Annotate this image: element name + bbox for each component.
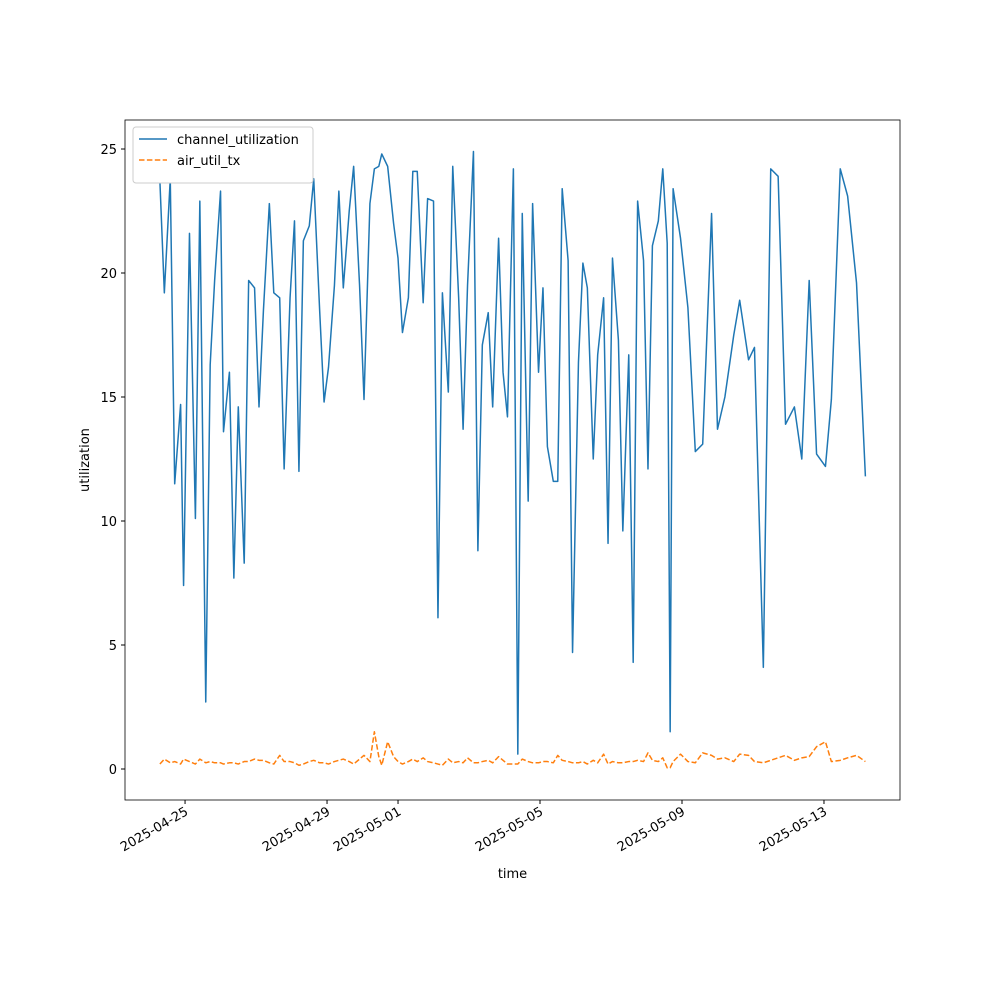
legend-label: air_util_tx [177,154,241,169]
y-axis-label: utilization [78,428,93,492]
y-tick-label: 20 [100,267,117,282]
y-tick-label: 5 [109,639,117,654]
series-line [159,150,867,755]
y-tick-label: 0 [109,763,117,778]
series-line [159,731,866,769]
plot-frame [124,119,901,801]
x-axis-label: time [498,867,527,882]
y-tick-label: 15 [100,391,117,406]
y-tick-label: 25 [100,143,117,158]
legend-box [132,126,314,184]
y-tick-label: 10 [100,515,117,530]
legend-label: channel_utilization [177,133,299,148]
